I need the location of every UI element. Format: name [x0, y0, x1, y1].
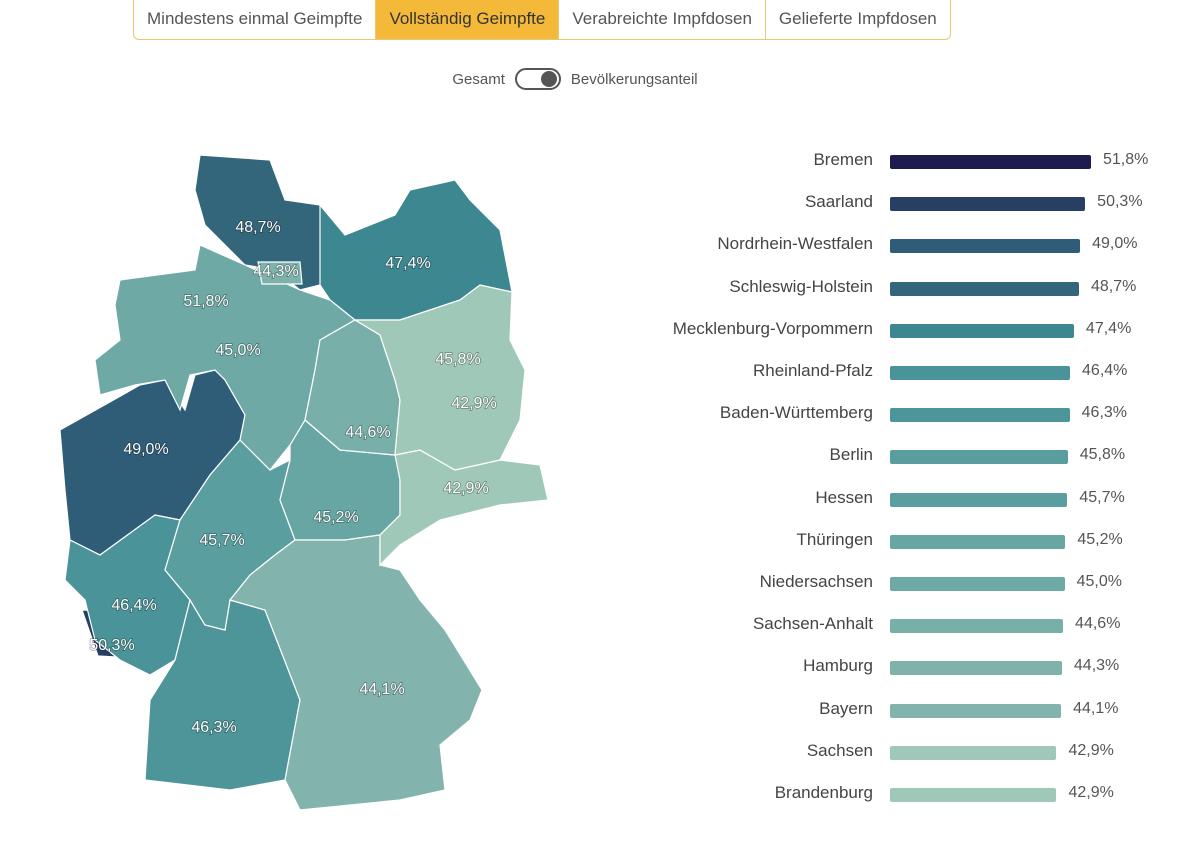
state-bayern[interactable]	[228, 534, 483, 811]
bar-row: Sachsen-Anhalt 44,6%	[600, 614, 1180, 634]
display-toggle: Gesamt Bevölkerungsanteil	[0, 68, 1150, 90]
bar-value: 45,0%	[1076, 573, 1122, 590]
bar-value: 44,6%	[1075, 615, 1121, 633]
bar	[890, 703, 1062, 718]
map-value-label: 46,4%	[111, 597, 156, 614]
bar-value: 47,4%	[1085, 319, 1132, 337]
bar	[890, 492, 1068, 507]
bar	[890, 619, 1064, 634]
bar	[890, 197, 1086, 212]
bar	[890, 366, 1071, 380]
bar-row: Sachsen 42,9%	[600, 741, 1180, 761]
bar-value: 45,2%	[1077, 530, 1123, 548]
bar-state-name: Baden-Württemberg	[719, 403, 873, 423]
bar-value: 50,3%	[1097, 193, 1143, 211]
bar-row: Saarland 50,3%	[600, 192, 1180, 212]
bar	[890, 788, 1057, 802]
bar	[890, 534, 1066, 549]
map-value-label: 49,0%	[123, 441, 168, 458]
germany-map: 51,8% 50,3% 49,0% 48,7% 47,4% 46,4% 46,3% 45,8%…	[59, 154, 549, 811]
bar-row: Schleswig-Holstein 48,7%	[600, 277, 1180, 297]
bar-state-name: Bayern	[819, 698, 873, 718]
map-value-label: 42,9%	[443, 480, 488, 497]
bar-row: Nordrhein-Westfalen 49,0%	[600, 234, 1180, 254]
toggle-left-label: Gesamt	[452, 70, 505, 88]
bar-state-name: Bremen	[813, 150, 873, 169]
bar-state-name: Niedersachsen	[759, 572, 873, 591]
map-value-label: 45,2%	[313, 509, 358, 526]
switch-knob	[540, 71, 557, 87]
bar-state-name: Schleswig-Holstein	[729, 276, 873, 296]
bar-state-name: Berlin	[829, 445, 873, 465]
state-hamburg[interactable]	[257, 261, 303, 285]
bar-state-name: Nordrhein-Westfalen	[717, 234, 873, 254]
map-value-label: 42,9%	[451, 395, 496, 412]
bar-state-name: Sachsen-Anhalt	[752, 614, 873, 634]
bar-value: 49,0%	[1092, 235, 1138, 253]
bar-value: 46,3%	[1081, 404, 1128, 422]
bar-row: Baden-Württemberg 46,3%	[600, 403, 1180, 423]
map-value-label: 44,3%	[253, 263, 298, 280]
bar-state-name: Mecklenburg-Vorpommern	[672, 318, 873, 338]
bar-row: Berlin 45,8%	[600, 445, 1180, 465]
tab-vollstaendig[interactable]: Vollständig Geimpfte	[375, 0, 559, 39]
map-value-label: 45,0%	[215, 342, 260, 359]
bar-value: 45,8%	[1079, 446, 1126, 464]
bar-state-name: Rheinland-Pfalz	[752, 361, 873, 380]
bar-row: Bremen 51,8%	[600, 150, 1180, 170]
bar-value: 44,1%	[1073, 699, 1119, 717]
bar-row: Rheinland-Pfalz 46,4%	[600, 361, 1180, 381]
bar-value: 42,9%	[1068, 784, 1114, 801]
bar-state-name: Hessen	[815, 487, 873, 507]
map-value-label: 48,7%	[235, 219, 280, 236]
bar-value: 46,4%	[1082, 362, 1128, 379]
bar-row: Thüringen 45,2%	[600, 530, 1180, 550]
map-value-label: 45,7%	[199, 532, 244, 549]
mode-switch[interactable]	[514, 68, 561, 90]
bar-value: 42,9%	[1068, 741, 1114, 759]
bar	[890, 155, 1091, 169]
bar-value: 51,8%	[1103, 151, 1149, 168]
metric-tabs: Mindestens einmal Geimpfte Vollständig G…	[133, 0, 951, 40]
map-value-label: 51,8%	[183, 293, 228, 310]
bar	[890, 450, 1068, 465]
bar-value: 48,7%	[1090, 277, 1137, 295]
bar-state-name: Hamburg	[803, 656, 873, 676]
bar-value: 44,3%	[1073, 657, 1120, 675]
bar	[890, 661, 1062, 676]
map-value-label: 45,8%	[435, 351, 480, 368]
bar-value: 45,7%	[1079, 488, 1125, 506]
bar-row: Hamburg 44,3%	[600, 656, 1180, 676]
bar-row: Bayern 44,1%	[600, 699, 1180, 719]
map-value-label: 47,4%	[385, 255, 430, 272]
map-value-label: 44,1%	[359, 681, 404, 698]
state-niedersachsen[interactable]	[94, 244, 357, 471]
bar-state-name: Saarland	[804, 192, 873, 212]
bar-state-name: Sachsen	[806, 740, 873, 760]
bar-row: Hessen 45,7%	[600, 488, 1180, 508]
map-value-label: 44,6%	[345, 424, 390, 441]
bar-row: Niedersachsen 45,0%	[600, 572, 1180, 592]
tab-mindestens-einmal[interactable]: Mindestens einmal Geimpfte	[147, 9, 363, 28]
bar	[890, 745, 1057, 760]
map-value-label: 46,3%	[191, 719, 236, 736]
bar	[890, 408, 1070, 423]
bar-row: Brandenburg 42,9%	[600, 783, 1180, 803]
bar	[890, 239, 1081, 254]
tab-gelieferte[interactable]: Gelieferte Impfdosen	[764, 0, 950, 39]
bar-state-name: Brandenburg	[774, 783, 873, 802]
tab-verabreichte[interactable]: Verabreichte Impfdosen	[558, 0, 765, 39]
bar-state-name: Thüringen	[796, 529, 873, 549]
toggle-right-label: Bevölkerungsanteil	[570, 70, 698, 88]
bar	[890, 323, 1074, 338]
map-value-label: 50,3%	[89, 637, 134, 654]
bar	[890, 577, 1065, 591]
state-brandenburg[interactable]	[352, 284, 526, 471]
bar	[890, 281, 1079, 296]
bar-row: Mecklenburg-Vorpommern 47,4%	[600, 319, 1180, 339]
